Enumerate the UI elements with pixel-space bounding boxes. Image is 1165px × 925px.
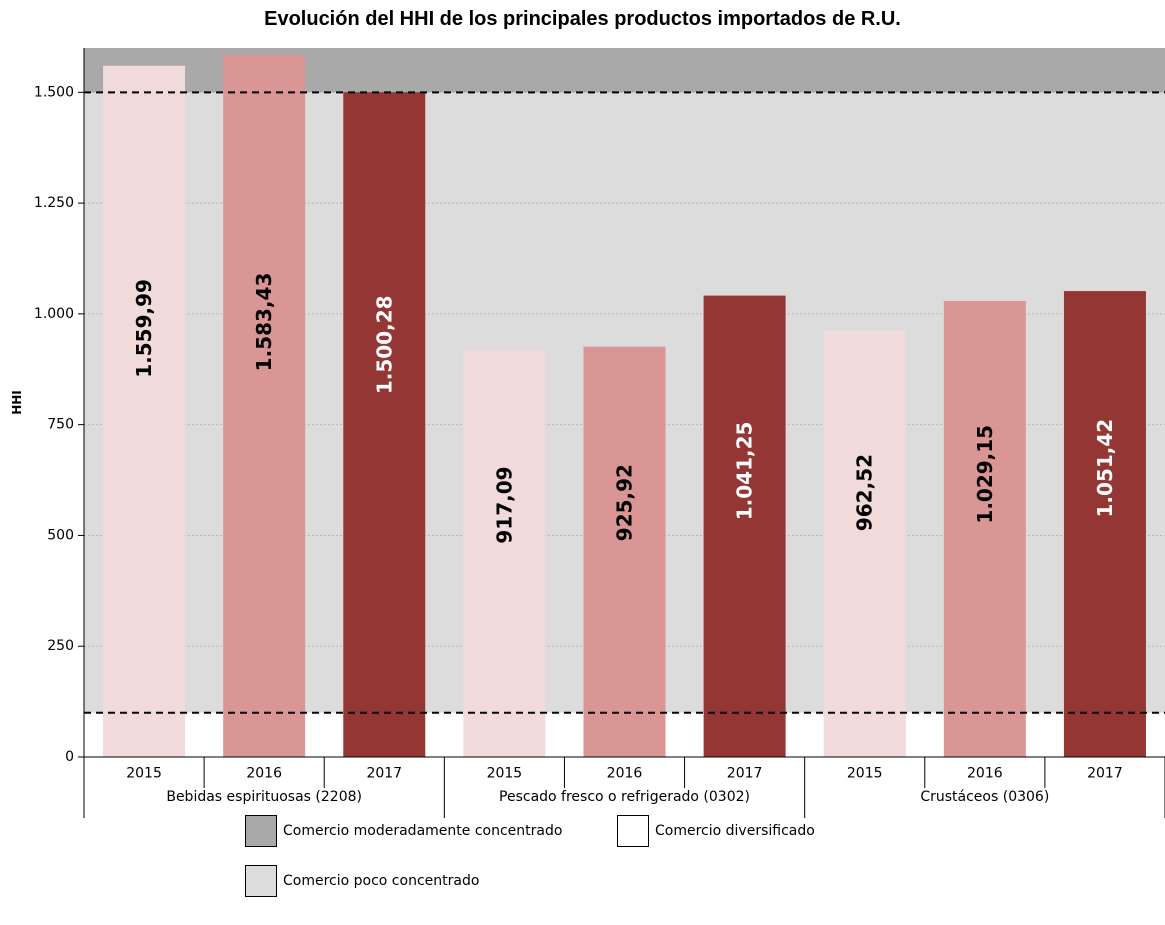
value-label-1-2: 1.041,25	[733, 422, 757, 521]
value-label-0-0: 1.559,99	[132, 279, 156, 378]
bar-0-2	[343, 92, 426, 758]
x-tick-label-0-0: 2015	[126, 766, 162, 782]
value-label-2-2: 1.051,42	[1093, 419, 1117, 518]
y-tick-label-0: 0	[65, 749, 74, 765]
group-label-1: Pescado fresco o refrigerado (0302)	[499, 789, 750, 805]
x-tick-label-0-1: 2016	[246, 766, 282, 782]
legend-swatch	[617, 815, 649, 847]
y-tick-label-4: 1.000	[34, 306, 74, 322]
y-tick-label-2: 500	[47, 527, 74, 543]
legend-item-diversified: Comercio diversificado	[617, 815, 815, 847]
x-tick-label-2-0: 2015	[847, 766, 883, 782]
legend-item-moderately-concentrated: Comercio moderadamente concentrado	[245, 815, 562, 847]
bar-2-0	[823, 330, 906, 757]
legend-swatch	[245, 815, 277, 847]
bar-0-0	[103, 65, 186, 757]
x-tick-label-1-1: 2016	[607, 766, 643, 782]
value-label-2-0: 962,52	[853, 454, 877, 531]
x-tick-label-1-0: 2015	[487, 766, 523, 782]
bar-1-0	[463, 350, 546, 757]
axes: 0 250 500 750 1.000 1.250 1.500 HHI 2015 2016 2017…	[10, 48, 1165, 818]
value-label-1-1: 925,92	[613, 464, 637, 541]
legend-item-low-concentration: Comercio poco concentrado	[245, 865, 479, 897]
x-tick-label-0-2: 2017	[366, 766, 402, 782]
value-label-0-2: 1.500,28	[372, 295, 396, 394]
bar-2-2	[1063, 291, 1146, 757]
legend-label: Comercio moderadamente concentrado	[283, 823, 563, 839]
x-tick-label-2-2: 2017	[1087, 766, 1123, 782]
y-axis-title: HHI	[10, 390, 24, 415]
value-labels: 1.559,99 1.583,43 1.500,28 917,09 925,92 1.04…	[132, 273, 1117, 544]
x-tick-label-1-2: 2017	[727, 766, 763, 782]
bar-0-1	[223, 55, 306, 757]
chart-title: Evolución del HHI de los principales pro…	[264, 8, 901, 30]
group-label-0: Bebidas espirituosas (2208)	[166, 789, 362, 805]
y-tick-label-6: 1.500	[34, 84, 74, 100]
value-label-1-0: 917,09	[492, 466, 516, 543]
y-tick-label-3: 750	[47, 417, 74, 433]
y-tick-label-1: 250	[47, 638, 74, 654]
legend-label: Comercio diversificado	[655, 823, 815, 839]
bar-1-2	[703, 295, 786, 757]
value-label-0-1: 1.583,43	[252, 273, 276, 372]
legend-swatch	[245, 865, 277, 897]
value-label-2-1: 1.029,15	[973, 425, 997, 524]
y-tick-label-5: 1.250	[34, 195, 74, 211]
bars	[103, 55, 1146, 758]
group-label-2: Crustáceos (0306)	[920, 789, 1049, 805]
legend-label: Comercio poco concentrado	[283, 873, 480, 889]
bar-1-1	[583, 346, 666, 757]
threshold-lines	[84, 91, 1165, 714]
x-tick-label-2-1: 2016	[967, 766, 1003, 782]
bar-2-1	[943, 300, 1026, 757]
